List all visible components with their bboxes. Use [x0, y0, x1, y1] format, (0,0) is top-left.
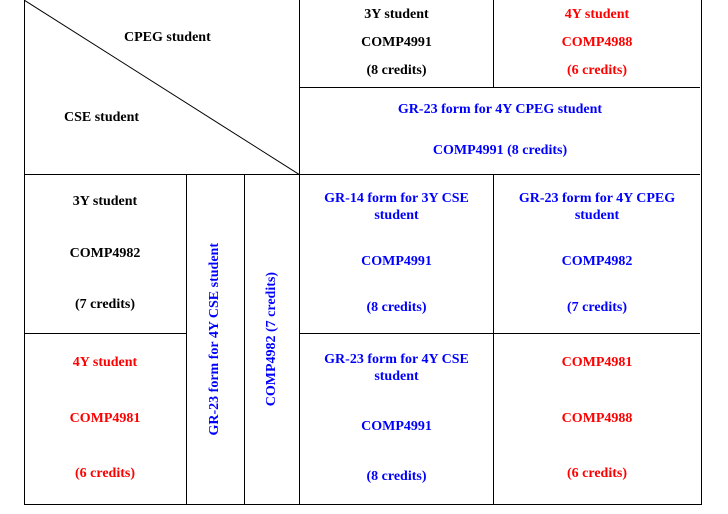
top-col3-code: COMP4991: [361, 35, 432, 52]
top-col3-credits: (8 credits): [367, 63, 427, 80]
diag-line: [24, 0, 300, 175]
diag-header-cell: CPEG student CSE student: [24, 0, 300, 175]
leftcol-row1-code: COMP4982: [70, 246, 141, 263]
leftcol-row1-student: 3Y student: [73, 194, 137, 211]
top-col4-student: 4Y student: [565, 7, 629, 24]
leftcol-row2: 4Y student COMP4981 (6 credits): [24, 334, 187, 504]
grid-c3r1: GR-14 form for 3Y CSE student COMP4991 (…: [300, 175, 494, 334]
grid-c4r2-code2: COMP4988: [562, 411, 633, 428]
top-col4-code: COMP4988: [562, 35, 633, 52]
grid-c3r2-credits: (8 credits): [367, 469, 427, 486]
band-gr23-4y-cpeg: GR-23 form for 4Y CPEG student COMP4991 …: [300, 88, 700, 175]
leftcol-row2-code: COMP4981: [70, 411, 141, 428]
vcol-right: COMP4982 (7 credits): [245, 175, 300, 504]
diag-upper-label: CPEG student: [124, 30, 211, 47]
grid-c4r1-credits: (7 credits): [567, 300, 627, 317]
top-col4-credits: (6 credits): [567, 63, 627, 80]
leftcol-row1: 3Y student COMP4982 (7 credits): [24, 175, 187, 334]
vcol-left-text: GR-23 form for 4Y CSE student: [207, 243, 224, 436]
grid-c4r2-credits: (6 credits): [567, 466, 627, 483]
grid-c3r1-code: COMP4991: [361, 254, 432, 271]
top-col3-student: 3Y student: [364, 7, 428, 24]
grid-c4r1: GR-23 form for 4Y CPEG student COMP4982 …: [494, 175, 700, 334]
page: CPEG student CSE student 3Y student COMP…: [0, 0, 728, 514]
band-code: COMP4991 (8 credits): [433, 143, 567, 160]
grid-c4r2: COMP4981 COMP4988 (6 credits): [494, 334, 700, 504]
top-col4: 4Y student COMP4988 (6 credits): [494, 0, 700, 88]
grid-c4r1-title: GR-23 form for 4Y CPEG student: [498, 191, 696, 225]
leftcol-row1-credits: (7 credits): [75, 297, 135, 314]
top-col3: 3Y student COMP4991 (8 credits): [300, 0, 494, 88]
grid-c3r2: GR-23 form for 4Y CSE student COMP4991 (…: [300, 334, 494, 504]
leftcol-row2-credits: (6 credits): [75, 466, 135, 483]
vcol-right-text: COMP4982 (7 credits): [264, 272, 281, 406]
grid-c3r2-code: COMP4991: [361, 419, 432, 436]
grid-c3r1-credits: (8 credits): [367, 300, 427, 317]
vcol-left: GR-23 form for 4Y CSE student: [187, 175, 245, 504]
grid-c3r1-title: GR-14 form for 3Y CSE student: [304, 191, 489, 225]
grid-c4r1-code: COMP4982: [562, 254, 633, 271]
leftcol-row2-student: 4Y student: [73, 355, 137, 372]
diag-lower-label: CSE student: [64, 110, 139, 127]
band-title: GR-23 form for 4Y CPEG student: [398, 102, 602, 119]
grid-c3r2-title: GR-23 form for 4Y CSE student: [304, 352, 489, 386]
grid-c4r2-code1: COMP4981: [562, 355, 633, 372]
